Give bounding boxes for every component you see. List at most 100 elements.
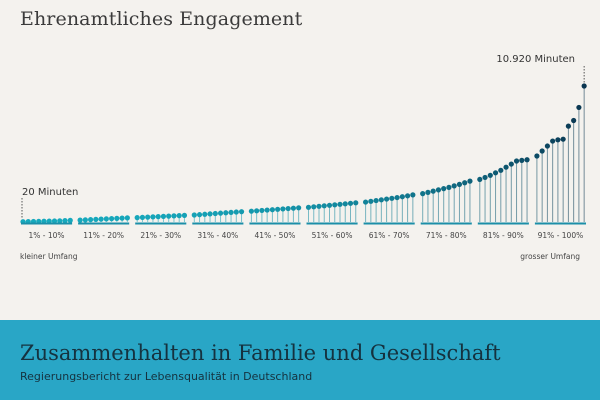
footer-banner: Zusammenhalten in Familie und Gesellscha… <box>0 320 600 400</box>
data-point <box>171 213 177 219</box>
category-label: 81% - 90% <box>483 231 524 240</box>
data-point <box>233 209 239 215</box>
data-point <box>373 197 379 204</box>
data-point <box>519 157 525 163</box>
data-point <box>150 214 156 220</box>
data-point <box>435 187 442 193</box>
data-point <box>109 216 115 222</box>
data-point <box>451 183 457 189</box>
data-point <box>456 181 463 187</box>
data-point <box>280 206 286 212</box>
data-point <box>441 186 447 192</box>
category-label: 61% - 70% <box>369 231 410 240</box>
data-point <box>410 192 416 198</box>
category-label: 51% - 60% <box>312 231 353 240</box>
category-label: 91% - 100% <box>538 231 584 240</box>
data-point <box>513 158 520 164</box>
data-point <box>223 210 229 216</box>
data-point <box>394 194 400 201</box>
data-point <box>217 210 224 216</box>
data-point <box>378 197 384 203</box>
data-point <box>384 196 390 202</box>
data-point <box>254 208 260 214</box>
data-point <box>155 214 161 220</box>
data-point <box>166 213 172 219</box>
data-point <box>508 161 514 167</box>
footer-title: Zusammenhalten in Familie und Gesellscha… <box>20 341 501 365</box>
data-point <box>565 123 572 129</box>
data-point <box>399 194 405 200</box>
data-point <box>181 212 188 218</box>
data-point <box>576 104 582 111</box>
chart: 1% - 10% 11% - 20% 21% - 30% 31% - 40% 41% -… <box>20 54 587 261</box>
data-point <box>296 205 302 211</box>
data-point <box>160 213 167 219</box>
data-point <box>467 178 473 184</box>
data-point <box>103 216 109 222</box>
data-point <box>347 200 354 206</box>
data-point <box>446 184 452 190</box>
data-point <box>389 195 395 201</box>
data-point <box>425 189 431 195</box>
data-point <box>544 143 551 149</box>
data-point <box>119 215 125 221</box>
data-point <box>82 217 88 223</box>
category-label: 11% - 20% <box>83 231 124 240</box>
data-point <box>550 138 556 144</box>
data-point <box>498 167 504 173</box>
data-point <box>420 191 426 197</box>
data-point <box>539 148 545 154</box>
annotation-max: 10.920 Minuten <box>496 54 575 65</box>
data-point <box>145 214 151 220</box>
data-point <box>482 174 488 181</box>
chart-title: Ehrenamtliches Engagement <box>20 8 303 30</box>
range-label-right: grosser Umfang <box>520 252 580 261</box>
data-point <box>321 203 327 209</box>
data-point <box>405 193 411 199</box>
data-point <box>524 157 530 163</box>
data-point <box>337 201 343 207</box>
data-point <box>571 117 577 124</box>
footer-subtitle: Regierungsbericht zur Lebensqualität in … <box>20 370 313 383</box>
range-label-left: kleiner Umfang <box>20 252 78 261</box>
data-point <box>264 207 270 213</box>
data-point <box>326 202 333 208</box>
data-point <box>77 217 83 223</box>
data-point <box>269 207 275 213</box>
category-label: 71% - 80% <box>426 231 467 240</box>
data-point <box>202 211 208 217</box>
data-point <box>332 202 338 208</box>
data-point <box>290 205 296 211</box>
data-point <box>462 180 468 186</box>
data-point <box>477 176 483 183</box>
data-point <box>503 164 509 170</box>
data-point <box>275 206 281 212</box>
data-point <box>363 199 369 205</box>
data-point <box>228 209 234 216</box>
data-point <box>51 218 58 224</box>
data-point <box>342 201 348 207</box>
data-point <box>259 207 265 214</box>
data-point <box>139 214 146 220</box>
data-point <box>207 211 213 217</box>
category-label: 41% - 50% <box>255 231 296 240</box>
data-point <box>212 210 218 217</box>
data-point <box>560 136 566 142</box>
data-point <box>176 213 182 219</box>
annotation-min: 20 Minuten <box>22 187 78 198</box>
data-point <box>555 137 561 143</box>
category-label: 21% - 30% <box>140 231 181 240</box>
data-point <box>305 204 312 210</box>
data-point <box>248 208 254 214</box>
data-point <box>353 200 359 206</box>
data-point <box>57 218 63 224</box>
data-point <box>98 216 104 222</box>
data-point <box>430 188 436 194</box>
data-point <box>534 153 540 159</box>
category-label: 1% - 10% <box>29 231 65 240</box>
data-point <box>114 215 120 221</box>
data-point <box>368 198 374 204</box>
data-point <box>93 216 99 222</box>
data-point <box>316 203 322 209</box>
data-point <box>67 217 73 223</box>
